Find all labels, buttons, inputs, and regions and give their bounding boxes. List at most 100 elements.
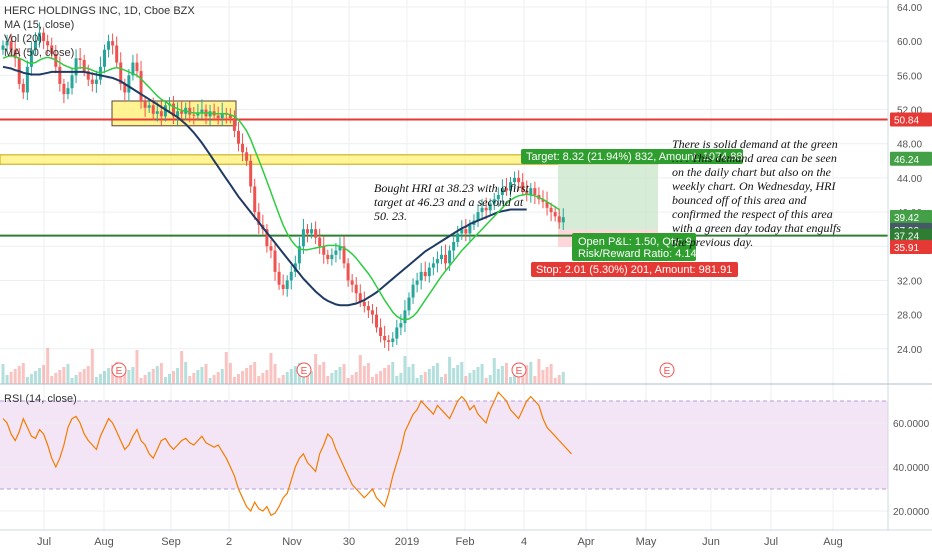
candle-body bbox=[432, 263, 435, 267]
volume-bar bbox=[22, 363, 25, 384]
volume-bar bbox=[412, 364, 415, 384]
earnings-marker-label: E bbox=[664, 366, 671, 377]
volume-bar bbox=[302, 377, 305, 384]
volume-bar bbox=[355, 372, 358, 384]
candle-body bbox=[135, 63, 138, 72]
volume-bar bbox=[420, 375, 423, 384]
volume-bar bbox=[58, 370, 61, 384]
volume-bar bbox=[38, 368, 41, 384]
volume-bar bbox=[249, 365, 252, 384]
candle-body bbox=[318, 238, 321, 247]
candle-body bbox=[26, 67, 29, 93]
volume-bar bbox=[529, 362, 532, 384]
volume-bar bbox=[416, 378, 419, 384]
candle-body bbox=[379, 327, 382, 336]
volume-bar bbox=[448, 357, 451, 384]
candle-body bbox=[558, 216, 561, 222]
volume-bar bbox=[257, 376, 260, 384]
volume-bar bbox=[6, 375, 9, 384]
candle-body bbox=[148, 105, 151, 108]
volume-bar bbox=[265, 370, 268, 384]
volume-bar bbox=[103, 371, 106, 384]
time-tick-label: Aug bbox=[94, 536, 114, 548]
volume-bar bbox=[395, 376, 398, 384]
volume-bar bbox=[62, 367, 65, 384]
volume-bar bbox=[99, 374, 102, 384]
volume-bar bbox=[233, 377, 236, 384]
candle-body bbox=[91, 80, 94, 84]
candle-body bbox=[403, 310, 406, 323]
volume-bar bbox=[424, 372, 427, 384]
volume-bar bbox=[83, 369, 86, 384]
volume-bar bbox=[440, 377, 443, 384]
volume-bar bbox=[537, 359, 540, 384]
candle-body bbox=[444, 255, 447, 264]
volume-bar bbox=[456, 365, 459, 384]
candle-body bbox=[420, 272, 423, 281]
candle-body bbox=[436, 259, 439, 263]
candle-body bbox=[351, 280, 354, 284]
volume-bar bbox=[10, 372, 13, 384]
legend-volume[interactable]: Vol (20) bbox=[4, 32, 195, 46]
volume-bar bbox=[428, 369, 431, 384]
stop-label: Stop: 2.01 (5.30%) 201, Amount: 981.91 bbox=[536, 264, 732, 276]
candle-body bbox=[387, 340, 390, 342]
volume-bar bbox=[314, 354, 317, 384]
rsi-legend-label[interactable]: RSI (14, close) bbox=[4, 392, 77, 406]
candle-body bbox=[347, 263, 350, 280]
volume-bar bbox=[156, 366, 159, 384]
legend-symbol[interactable]: HERC HOLDINGS INC, 1D, Cboe BZX bbox=[4, 4, 195, 18]
volume-bar bbox=[217, 372, 220, 384]
candle-body bbox=[192, 115, 195, 116]
volume-bar bbox=[209, 378, 212, 384]
candle-body bbox=[399, 323, 402, 327]
volume-bar bbox=[541, 370, 544, 384]
volume-bar bbox=[26, 377, 29, 384]
volume-bar bbox=[180, 351, 183, 384]
volume-bar bbox=[2, 364, 5, 384]
volume-bar bbox=[533, 376, 536, 384]
rsi-band bbox=[0, 401, 888, 489]
price-tick-label: 56.00 bbox=[897, 71, 922, 82]
volume-bar bbox=[375, 374, 378, 384]
price-tick-label: 24.00 bbox=[897, 345, 922, 356]
volume-bar bbox=[30, 374, 33, 384]
volume-bar bbox=[42, 365, 45, 384]
volume-bar bbox=[172, 371, 175, 384]
volume-bar bbox=[144, 375, 147, 384]
price-tick-label: 32.00 bbox=[897, 276, 922, 287]
volume-bar bbox=[505, 363, 508, 384]
volume-bar bbox=[152, 369, 155, 384]
legend-ma50[interactable]: MA (50, close) bbox=[4, 46, 195, 60]
rsi-tick-label: 40.0000 bbox=[893, 463, 930, 474]
candle-body bbox=[424, 272, 427, 276]
volume-bar bbox=[188, 376, 191, 384]
candle-body bbox=[391, 339, 394, 342]
time-tick-label: Sep bbox=[161, 536, 181, 548]
volume-bar bbox=[481, 364, 484, 384]
legend-ma15[interactable]: MA (15, close) bbox=[4, 18, 195, 32]
volume-bar bbox=[436, 363, 439, 384]
chart-legend: HERC HOLDINGS INC, 1D, Cboe BZX MA (15, … bbox=[4, 4, 195, 60]
candle-body bbox=[355, 285, 358, 294]
earnings-marker-label: E bbox=[516, 366, 523, 377]
price-tag-label: 46.24 bbox=[894, 155, 919, 166]
volume-bar bbox=[75, 375, 78, 384]
volume-bar bbox=[269, 353, 272, 384]
price-tick-label: 64.00 bbox=[897, 3, 922, 14]
time-tick-label: 2019 bbox=[395, 536, 419, 548]
candle-body bbox=[448, 251, 451, 264]
volume-bar bbox=[79, 372, 82, 384]
volume-bar bbox=[274, 364, 277, 384]
volume-bar bbox=[546, 367, 549, 384]
price-tick-label: 48.00 bbox=[897, 140, 922, 151]
candle-body bbox=[83, 60, 86, 71]
volume-bar bbox=[290, 369, 293, 384]
volume-bar bbox=[432, 366, 435, 384]
volume-bar bbox=[46, 348, 49, 384]
volume-bar bbox=[245, 368, 248, 384]
candle-body bbox=[290, 272, 293, 281]
volume-bar bbox=[213, 375, 216, 384]
